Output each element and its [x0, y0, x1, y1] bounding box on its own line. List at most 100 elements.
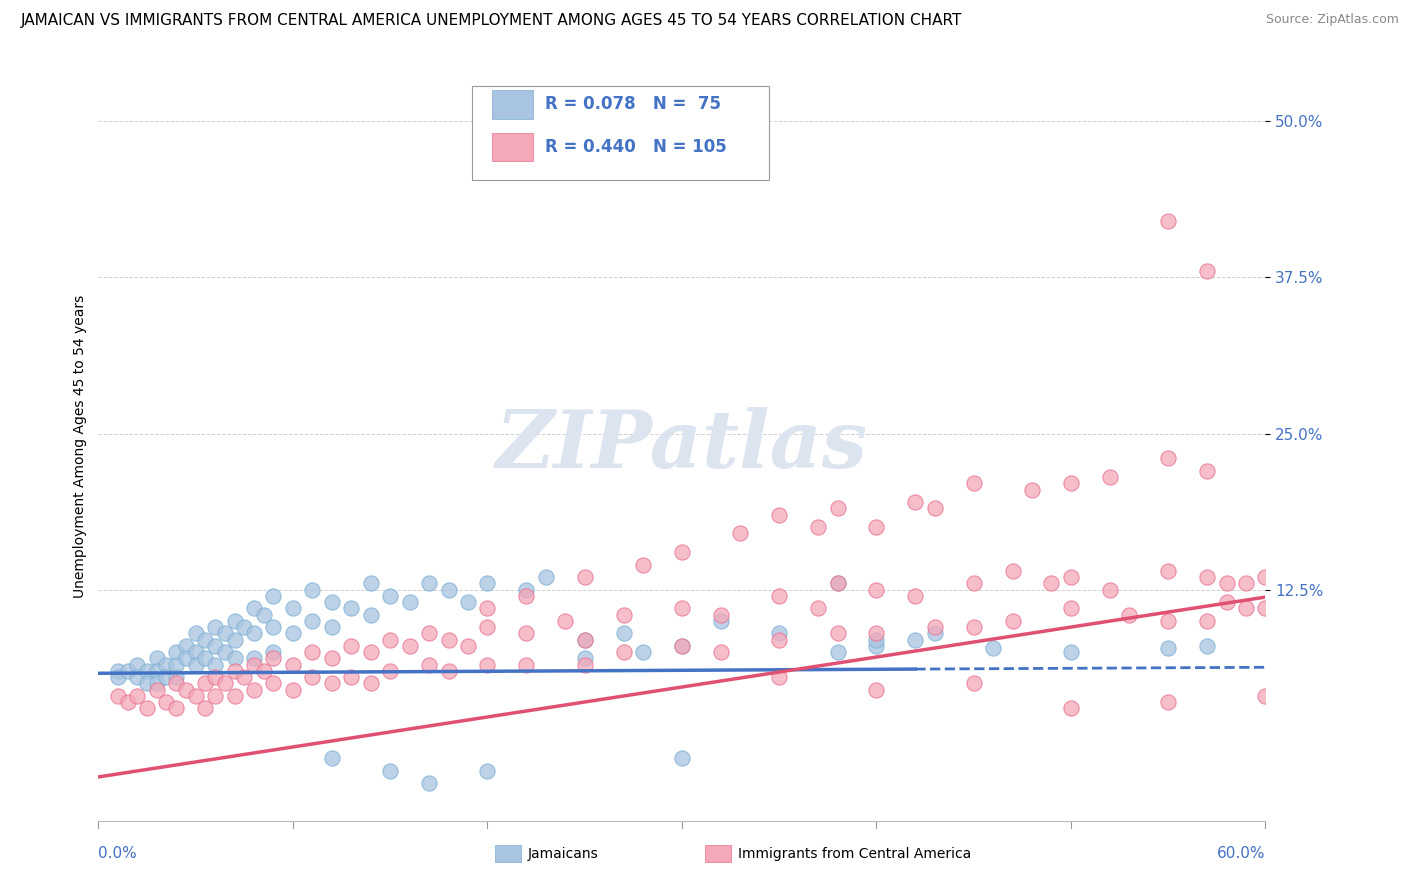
Point	[710, 614, 733, 628]
Point	[165, 670, 187, 684]
Point	[155, 657, 177, 672]
Point	[981, 641, 1004, 656]
Point	[117, 695, 139, 709]
Point	[1234, 576, 1257, 591]
Point	[243, 651, 266, 665]
Point	[107, 689, 129, 703]
Point	[184, 689, 207, 703]
Point	[127, 689, 149, 703]
Point	[477, 620, 499, 634]
Point	[184, 626, 207, 640]
Text: ZIPatlas: ZIPatlas	[496, 408, 868, 484]
Point	[1001, 564, 1024, 578]
Point	[827, 501, 849, 516]
Point	[146, 676, 169, 690]
Point	[865, 582, 887, 597]
Point	[962, 476, 984, 491]
Point	[301, 582, 323, 597]
Point	[865, 626, 887, 640]
Point	[574, 632, 596, 647]
Point	[515, 657, 537, 672]
Point	[1060, 645, 1083, 659]
Point	[1157, 564, 1180, 578]
Point	[1157, 614, 1180, 628]
Point	[204, 670, 226, 684]
Point	[321, 651, 343, 665]
Point	[1157, 451, 1180, 466]
Point	[380, 764, 402, 778]
Point	[194, 701, 217, 715]
Point	[457, 595, 479, 609]
Point	[127, 670, 149, 684]
Point	[807, 520, 830, 534]
Point	[1195, 614, 1218, 628]
Point	[301, 645, 323, 659]
Point	[224, 614, 246, 628]
Point	[262, 589, 284, 603]
Point	[418, 626, 440, 640]
Point	[107, 664, 129, 678]
Point	[1001, 614, 1024, 628]
Point	[146, 682, 169, 697]
Text: Source: ZipAtlas.com: Source: ZipAtlas.com	[1265, 13, 1399, 27]
Point	[174, 639, 197, 653]
Point	[321, 620, 343, 634]
Point	[671, 639, 693, 653]
Point	[281, 626, 304, 640]
Point	[827, 645, 849, 659]
Point	[865, 520, 887, 534]
Point	[1254, 689, 1277, 703]
Point	[477, 576, 499, 591]
Point	[631, 558, 654, 572]
Point	[174, 682, 197, 697]
Point	[904, 495, 927, 509]
Point	[613, 607, 636, 622]
Point	[807, 601, 830, 615]
Point	[1215, 595, 1237, 609]
Point	[768, 589, 790, 603]
Text: Immigrants from Central America: Immigrants from Central America	[738, 847, 972, 861]
Point	[136, 676, 159, 690]
Point	[437, 632, 460, 647]
Point	[380, 589, 402, 603]
Point	[1195, 464, 1218, 478]
Point	[184, 645, 207, 659]
Point	[1157, 214, 1180, 228]
Point	[904, 632, 927, 647]
Point	[924, 620, 946, 634]
Point	[1060, 601, 1083, 615]
Point	[1060, 570, 1083, 584]
Point	[1040, 576, 1063, 591]
Point	[117, 664, 139, 678]
Point	[360, 645, 382, 659]
Point	[262, 676, 284, 690]
Point	[233, 620, 256, 634]
Point	[253, 607, 276, 622]
Point	[204, 639, 226, 653]
Point	[1215, 576, 1237, 591]
Point	[262, 645, 284, 659]
Text: R = 0.440   N = 105: R = 0.440 N = 105	[546, 138, 727, 156]
Point	[224, 689, 246, 703]
Point	[127, 657, 149, 672]
Point	[281, 657, 304, 672]
Point	[827, 576, 849, 591]
Point	[174, 651, 197, 665]
Point	[827, 576, 849, 591]
Point	[574, 651, 596, 665]
Point	[224, 651, 246, 665]
Point	[194, 676, 217, 690]
Point	[204, 657, 226, 672]
Point	[340, 601, 363, 615]
Point	[418, 576, 440, 591]
Point	[671, 751, 693, 765]
Point	[574, 570, 596, 584]
Point	[418, 776, 440, 790]
Point	[768, 626, 790, 640]
Point	[380, 632, 402, 647]
Point	[631, 645, 654, 659]
Point	[574, 657, 596, 672]
Bar	[495, 846, 520, 862]
Point	[340, 670, 363, 684]
Point	[214, 626, 236, 640]
